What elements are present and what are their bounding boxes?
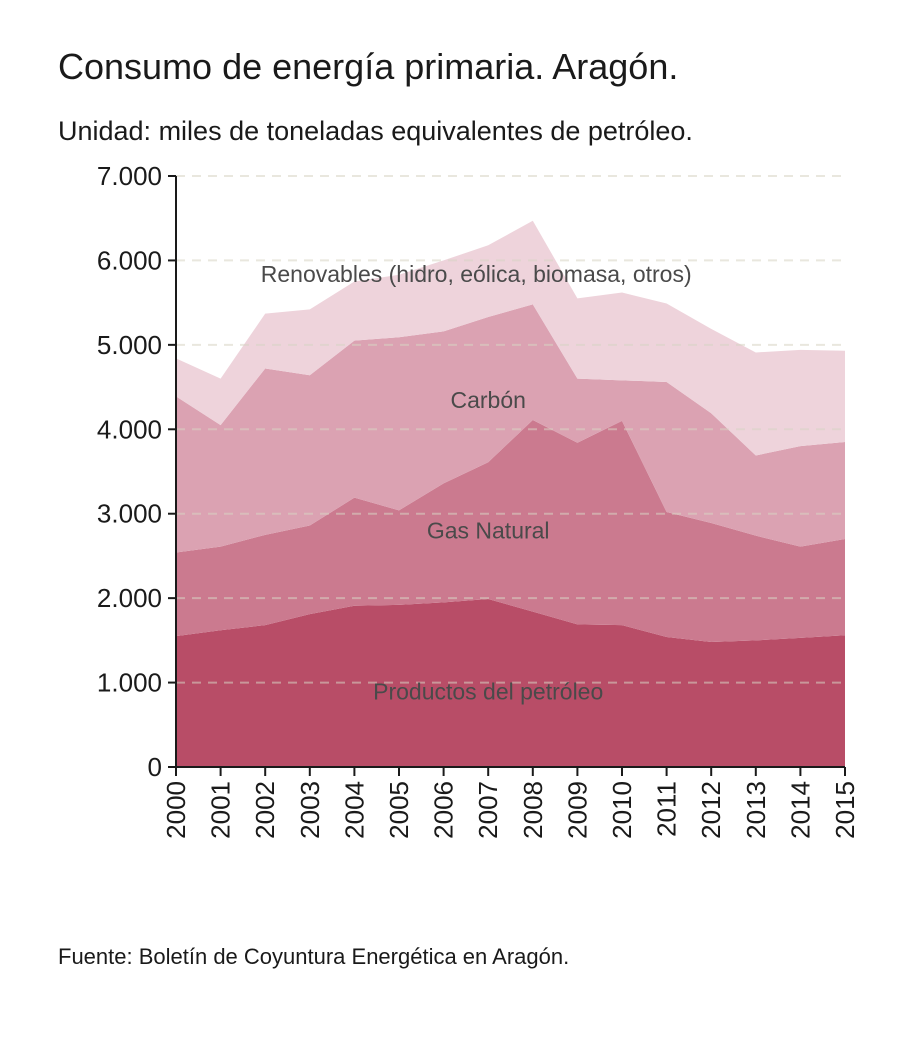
x-tick-label: 2009: [562, 781, 592, 839]
x-tick-label: 2011: [652, 781, 682, 837]
x-tick-label: 2010: [607, 781, 637, 839]
x-tick-label: 2006: [429, 781, 459, 839]
series-label-3: Carbón: [450, 387, 525, 413]
area-series-3: [176, 304, 845, 553]
series-label-2: Gas Natural: [427, 518, 550, 544]
area-series-2: [176, 419, 845, 643]
x-tick-label: 2003: [295, 781, 325, 839]
y-tick-label: 5.000: [97, 330, 162, 360]
y-tick-label: 6.000: [97, 245, 162, 275]
x-tick-label: 2008: [518, 781, 548, 839]
area-series-1: [176, 598, 845, 767]
x-tick-label: 2015: [830, 781, 860, 839]
x-tick-label: 2004: [339, 781, 369, 839]
x-tick-label: 2005: [384, 781, 414, 839]
x-tick-label: 2000: [161, 781, 191, 839]
x-tick-label: 2013: [741, 781, 771, 839]
axes: 0 1.000 2.000 3.000 4.000 5.000 6.000 7.000 2000…: [97, 161, 860, 839]
series-label-4: Renovables (hidro, eólica, biomasa, otro…: [261, 261, 692, 287]
x-tick-label: 2001: [206, 781, 236, 839]
x-tick-label: 2002: [250, 781, 280, 839]
series-label-1: Productos del petróleo: [373, 678, 603, 704]
y-tick-label: 2.000: [97, 583, 162, 613]
x-tick-label: 2012: [696, 781, 726, 839]
y-tick-label: 7.000: [97, 161, 162, 191]
area-series-4: [176, 220, 845, 456]
x-tick-label: 2007: [473, 781, 503, 839]
y-tick-label: 1.000: [97, 668, 162, 698]
chart-title: Consumo de energía primaria. Aragón.: [58, 46, 679, 87]
area-layers: [176, 220, 845, 767]
y-tick-label: 0: [148, 752, 162, 782]
x-tick-label: 2014: [785, 781, 815, 839]
y-tick-label: 3.000: [97, 499, 162, 529]
chart-subtitle: Unidad: miles de toneladas equivalentes …: [58, 116, 693, 146]
source-note: Fuente: Boletín de Coyuntura Energética …: [58, 944, 570, 969]
y-tick-label: 4.000: [97, 414, 162, 444]
series-labels: Productos del petróleo Gas Natural Carbón R…: [261, 261, 692, 704]
